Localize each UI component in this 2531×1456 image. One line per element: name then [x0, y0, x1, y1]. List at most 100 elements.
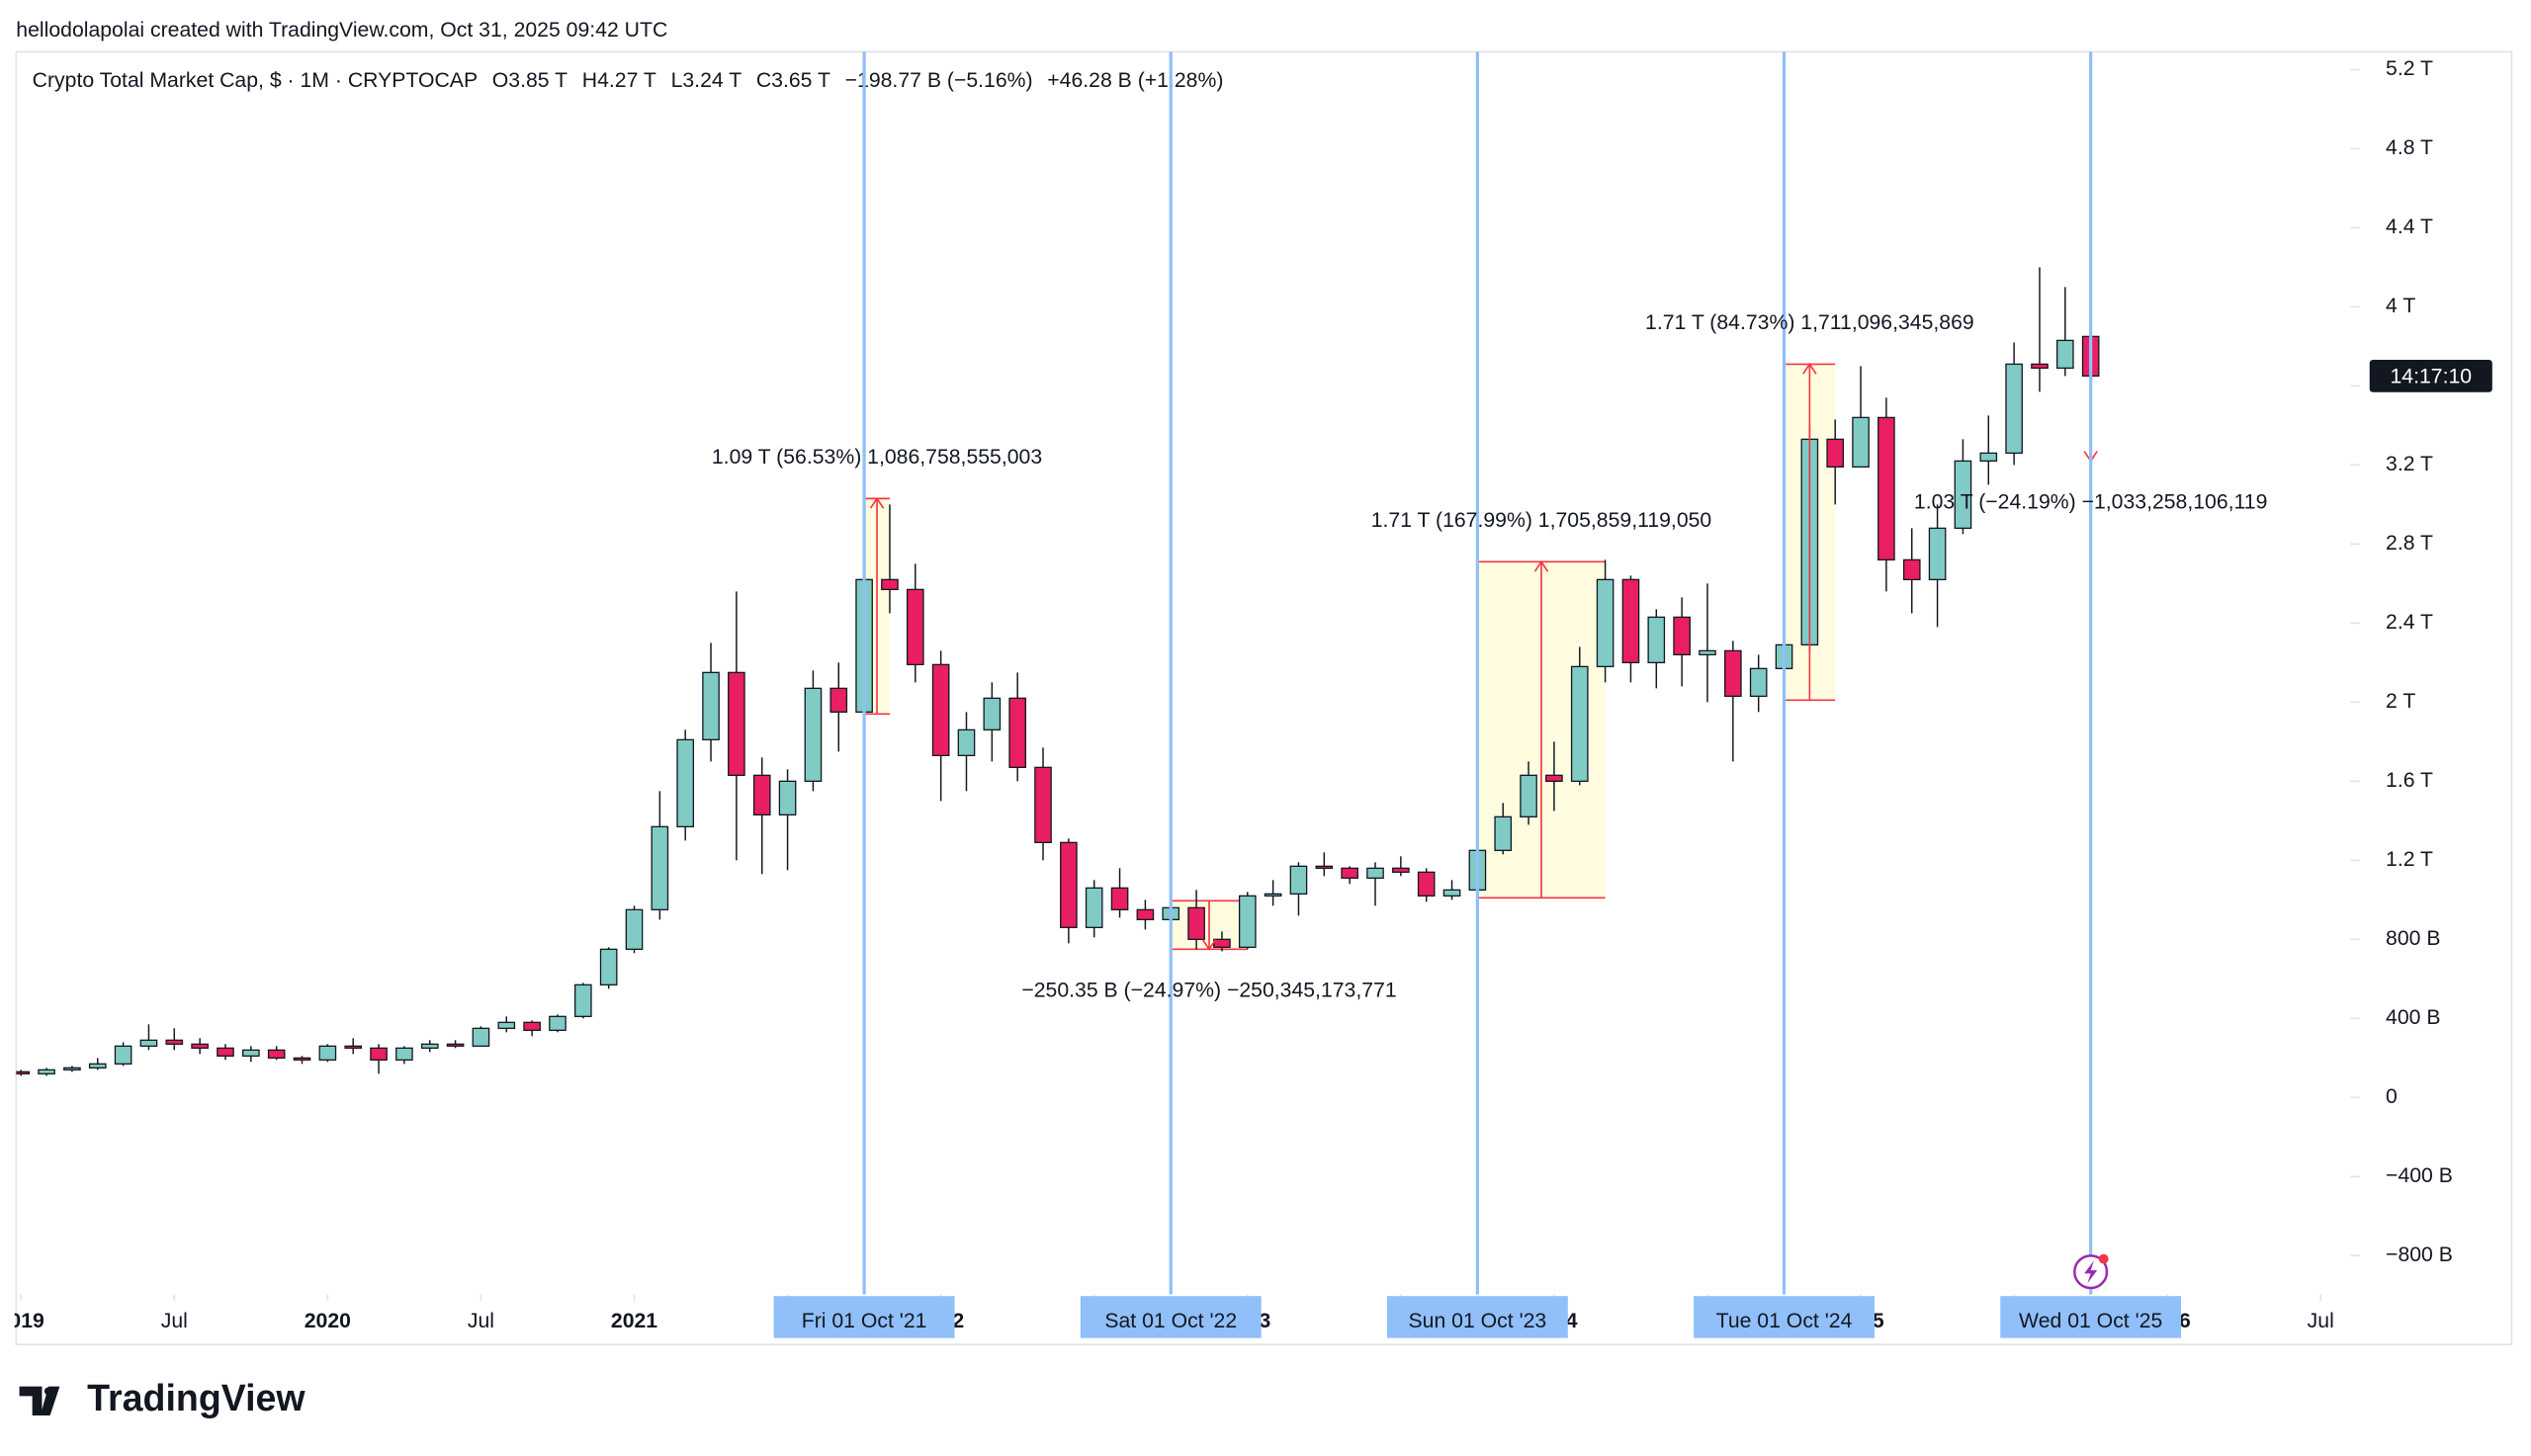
- x-tick-label: 2020: [305, 1310, 351, 1332]
- marker-box: [1386, 1296, 1568, 1338]
- candle-body: [1902, 558, 1921, 581]
- logo-icon: [19, 1386, 60, 1416]
- marker-box: [1694, 1296, 1875, 1338]
- candle-body: [1341, 867, 1358, 879]
- candle-body: [63, 1067, 81, 1071]
- logo-dot: [44, 1387, 53, 1396]
- candle-body: [804, 687, 823, 782]
- candle-body: [395, 1047, 413, 1061]
- candle-body: [829, 687, 848, 714]
- candle-body: [983, 697, 1002, 731]
- candle-body: [1187, 906, 1205, 940]
- candle-body: [1060, 841, 1078, 928]
- y-tick-label: 2.4 T: [2386, 611, 2433, 634]
- chart-frame: [15, 50, 2513, 1345]
- candle-body: [1699, 649, 1716, 656]
- candle-body: [1826, 438, 1845, 469]
- candle-body: [599, 948, 618, 985]
- measure-label: 1.09 T (56.53%) 1,086,758,555,003: [712, 446, 1042, 469]
- measure-label: 1.03 T (−24.19%) −1,033,258,106,119: [1914, 490, 2267, 513]
- candle-body: [676, 738, 695, 827]
- logo: TradingView: [19, 1377, 305, 1418]
- x-tick-label: Jul: [468, 1310, 494, 1332]
- legend-item: +46.28 B (+1.28%): [1047, 68, 1223, 91]
- candle-body: [931, 663, 950, 757]
- candle-body: [2031, 363, 2049, 370]
- candle-body: [1621, 578, 1640, 664]
- legend-item: Crypto Total Market Cap, $ · 1M · CRYPTO…: [33, 68, 478, 91]
- candle-body: [1417, 871, 1436, 897]
- candle-body: [318, 1045, 337, 1061]
- candle-body: [1852, 416, 1870, 469]
- candle-body: [1034, 766, 1052, 843]
- candle-body: [1392, 867, 1410, 873]
- candle-body: [1570, 665, 1589, 782]
- candle-body: [497, 1021, 516, 1029]
- x-tick-label: 2021: [611, 1310, 657, 1332]
- marker-box: [2000, 1296, 2182, 1338]
- candle-body: [267, 1049, 286, 1059]
- measure-arrowhead: [1201, 939, 1217, 951]
- candle-body: [651, 825, 669, 910]
- candle-body: [472, 1027, 490, 1047]
- x-tick-label: Jul: [161, 1310, 188, 1332]
- candle-body: [1749, 667, 1768, 698]
- candle-body: [625, 908, 644, 950]
- measure-label: 1.71 T (84.73%) 1,711,096,345,869: [1645, 311, 1974, 334]
- candle-body: [1238, 895, 1257, 948]
- candle-body: [16, 1071, 31, 1074]
- legend-item: L3.24 T: [671, 68, 742, 91]
- candle-body: [881, 578, 899, 591]
- candle-body: [344, 1045, 363, 1049]
- alert-dot: [2098, 1253, 2109, 1264]
- y-tick-label: −400 B: [2386, 1164, 2453, 1187]
- alert-bolt: [2084, 1260, 2098, 1284]
- y-tick-label: 0: [2386, 1085, 2398, 1108]
- candle-body: [752, 774, 771, 815]
- measure-arrowhead: [869, 496, 885, 509]
- marker-label: Sun 01 Oct '23: [1409, 1310, 1547, 1332]
- marker-box: [1080, 1296, 1262, 1338]
- candle-body: [191, 1043, 209, 1049]
- candle-body: [446, 1043, 465, 1047]
- candle-body: [573, 984, 592, 1017]
- y-tick-label: 4.4 T: [2386, 215, 2433, 238]
- y-tick-label: −800 B: [2386, 1243, 2453, 1266]
- candle-body: [165, 1039, 184, 1045]
- y-tick-label: 400 B: [2386, 1006, 2440, 1029]
- candle-body: [1110, 887, 1129, 910]
- y-tick-label: 2.8 T: [2386, 532, 2433, 555]
- legend: Crypto Total Market Cap, $ · 1M · CRYPTO…: [33, 68, 1224, 91]
- candle-body: [1928, 527, 1947, 581]
- price-label: [2369, 360, 2492, 392]
- candle-body: [1596, 578, 1615, 668]
- candle-body: [1085, 887, 1103, 928]
- candle-body: [1289, 865, 1308, 895]
- measure-arrowhead: [1533, 559, 1549, 572]
- candle-body: [1442, 889, 1461, 897]
- marker-label: Tue 01 Oct '24: [1716, 1310, 1853, 1332]
- logo-text: TradingView: [87, 1377, 305, 1418]
- legend-item: O3.85 T: [492, 68, 567, 91]
- candle-body: [2005, 363, 2023, 455]
- candle-body: [1520, 774, 1537, 817]
- measure-arrowhead: [1802, 362, 1817, 375]
- candle-body: [1954, 460, 1972, 530]
- y-tick-label: 3.2 T: [2386, 453, 2433, 475]
- candle-body: [38, 1069, 55, 1074]
- candle-body: [370, 1047, 388, 1061]
- marker-label: Fri 01 Oct '21: [802, 1310, 927, 1332]
- y-tick-label: 4.8 T: [2386, 136, 2433, 159]
- legend-item: C3.65 T: [756, 68, 830, 91]
- candle-body: [114, 1045, 132, 1065]
- legend-item: H4.27 T: [582, 68, 656, 91]
- x-tick-label: Jul: [2308, 1310, 2334, 1332]
- candle-body: [242, 1049, 260, 1057]
- marker-box: [773, 1296, 955, 1338]
- marker-label: Wed 01 Oct '25: [2019, 1310, 2162, 1332]
- y-tick-label: 2 T: [2386, 690, 2415, 713]
- candle-body: [420, 1043, 439, 1049]
- candle-body: [293, 1057, 311, 1061]
- candle-body: [1315, 865, 1334, 869]
